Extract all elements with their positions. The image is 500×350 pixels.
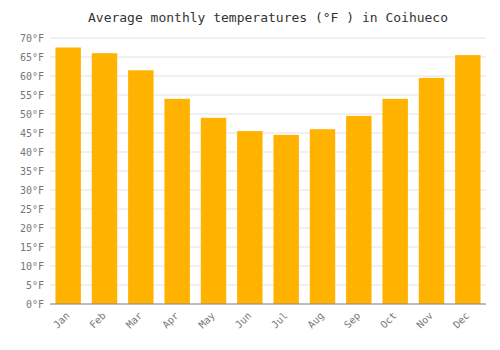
bar (455, 55, 480, 304)
bar (55, 48, 80, 305)
bar (237, 131, 262, 304)
y-tick-label: 60°F (20, 71, 44, 82)
y-tick-label: 55°F (20, 90, 44, 101)
bar (346, 116, 371, 304)
y-tick-label: 25°F (20, 204, 44, 215)
grid-line (50, 38, 486, 39)
x-tick-label: Jul (269, 310, 290, 331)
x-tick-label: Feb (87, 310, 108, 331)
bar (201, 118, 226, 304)
x-tick-label: Jan (51, 310, 72, 331)
bar (273, 135, 298, 304)
x-tick-label: Nov (414, 310, 435, 331)
x-tick-label: Aug (305, 310, 326, 331)
bar (382, 99, 407, 304)
y-tick-label: 5°F (26, 280, 44, 291)
title: Average monthly temperatures (°F ) in Co… (88, 10, 448, 25)
y-tick-label: 30°F (20, 185, 44, 196)
y-tick-label: 45°F (20, 128, 44, 139)
bar (92, 53, 117, 304)
x-tick-label: Jun (233, 310, 254, 331)
grid (50, 38, 486, 304)
bar (419, 78, 444, 304)
y-tick-label: 20°F (20, 223, 44, 234)
chart-container: Average monthly temperatures (°F ) in Co… (0, 0, 500, 350)
y-tick-label: 15°F (20, 242, 44, 253)
x-tick-label: Apr (160, 310, 181, 331)
y-tick-label: 65°F (20, 52, 44, 63)
y-tick-label: 0°F (26, 299, 44, 310)
x-tick-label: Sep (342, 310, 363, 331)
y-tick-label: 10°F (20, 261, 44, 272)
y-tick-label: 70°F (20, 33, 44, 44)
x-tick-label: Mar (124, 310, 145, 331)
y-tick-label: 50°F (20, 109, 44, 120)
x-tick-label: May (196, 310, 217, 331)
x-axis-line (50, 304, 486, 305)
y-tick-label: 35°F (20, 166, 44, 177)
bar (128, 70, 153, 304)
y-tick-label: 40°F (20, 147, 44, 158)
x-tick-label: Dec (451, 310, 472, 331)
bar (310, 129, 335, 304)
bars (55, 48, 480, 305)
x-tick-label: Oct (378, 310, 399, 331)
bar (164, 99, 189, 304)
grid-line (50, 304, 486, 305)
chart: Average monthly temperatures (°F ) in Co… (0, 0, 500, 350)
